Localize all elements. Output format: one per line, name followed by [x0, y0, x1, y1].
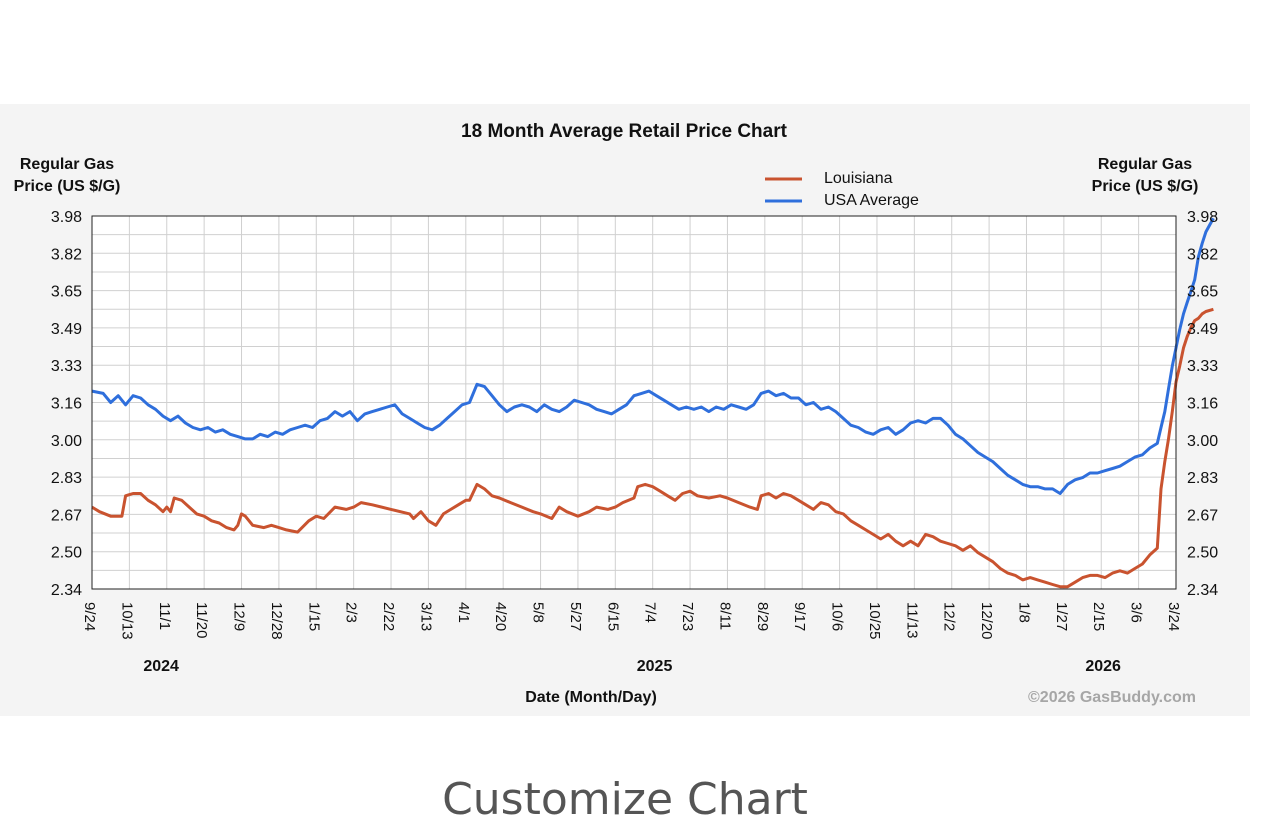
legend: Louisiana USA Average: [765, 170, 919, 209]
x-tick-label: 1/15: [305, 602, 322, 631]
x-tick-label: 2/3: [343, 602, 360, 623]
copyright-text: ©2026 GasBuddy.com: [1028, 689, 1196, 706]
left-axis-label-line1: Regular Gas: [20, 156, 114, 173]
y-tick-label-right: 3.49: [1187, 321, 1218, 338]
plot-frame: [91, 215, 1177, 590]
x-axis-label: Date (Month/Day): [525, 689, 657, 706]
series-line-usa-average: [91, 217, 1215, 495]
x-tick-label: 9/17: [791, 602, 808, 631]
year-label: 2024: [143, 658, 179, 675]
chart-panel: 3.98 3.98 3.82 3.82 3.65 3.65 3.49 3.49 3.33 3.33…: [0, 104, 1250, 716]
x-tick-label: 4/20: [492, 602, 509, 631]
y-tick-label-right: 3.98: [1187, 209, 1218, 226]
x-tick-label: 10/25: [866, 602, 883, 640]
y-tick-label-right: 2.67: [1187, 507, 1218, 524]
x-tick-label: 1/27: [1053, 602, 1070, 631]
x-tick-label: 6/15: [604, 602, 621, 631]
y-tick-label-right: 3.65: [1187, 284, 1218, 301]
chart-title: 18 Month Average Retail Price Chart: [461, 121, 788, 142]
legend-label-louisiana: Louisiana: [824, 170, 893, 187]
grid: [91, 215, 1177, 590]
x-tick-label: 4/1: [455, 602, 472, 623]
x-tick-label: 5/8: [530, 602, 547, 623]
y-tick-label-right: 2.34: [1187, 582, 1218, 599]
x-tick-label: 5/27: [567, 602, 584, 631]
y-tick-label-left: 3.49: [51, 321, 82, 338]
legend-label-usa-average: USA Average: [824, 192, 919, 209]
x-tick-label: 9/24: [81, 602, 98, 631]
customize-chart-heading: Customize Chart: [442, 774, 808, 825]
x-tick-label: 3/6: [1128, 602, 1145, 623]
y-tick-label-left: 3.00: [51, 433, 82, 450]
x-tick-label: 11/13: [903, 602, 920, 638]
y-tick-label-left: 2.34: [51, 582, 82, 599]
y-tick-label-left: 3.82: [51, 246, 82, 263]
x-tick-label: 11/1: [156, 602, 173, 630]
y-tick-label-right: 3.82: [1187, 246, 1218, 263]
right-axis-label-line2: Price (US $/G): [1092, 178, 1199, 195]
left-axis-label-line2: Price (US $/G): [14, 178, 121, 195]
x-tick-label: 12/9: [231, 602, 248, 631]
y-tick-label-right: 2.50: [1187, 545, 1218, 562]
x-tick-label: 11/20: [193, 602, 210, 638]
y-tick-label-right: 3.16: [1187, 396, 1218, 413]
y-tick-label-left: 3.65: [51, 284, 82, 301]
x-tick-label: 3/24: [1165, 602, 1182, 631]
y-tick-label-left: 2.50: [51, 545, 82, 562]
y-tick-label-left: 3.98: [51, 209, 82, 226]
series-line-louisiana: [91, 307, 1214, 589]
y-tick-label-right: 3.00: [1187, 433, 1218, 450]
y-tick-label-right: 2.83: [1187, 470, 1218, 487]
x-tick-label: 12/20: [978, 602, 995, 640]
y-tick-label-left: 3.16: [51, 396, 82, 413]
x-tick-label: 7/4: [642, 602, 659, 623]
tick-labels: 3.98 3.98 3.82 3.82 3.65 3.65 3.49 3.49 3.33 3.33…: [51, 209, 1218, 675]
x-tick-label: 12/28: [268, 602, 285, 640]
year-label: 2026: [1085, 658, 1121, 675]
y-tick-label-right: 3.33: [1187, 358, 1218, 375]
x-tick-label: 2/15: [1090, 602, 1107, 631]
x-tick-label: 1/8: [1015, 602, 1032, 623]
gas-price-chart: 3.98 3.98 3.82 3.82 3.65 3.65 3.49 3.49 3.33 3.33…: [14, 121, 1219, 706]
x-tick-label: 7/23: [679, 602, 696, 631]
x-tick-label: 3/13: [417, 602, 434, 631]
x-tick-label: 10/13: [118, 602, 135, 640]
year-label: 2025: [637, 658, 673, 675]
x-tick-label: 8/11: [716, 602, 733, 630]
x-tick-label: 10/6: [829, 602, 846, 631]
y-tick-label-left: 2.67: [51, 507, 82, 524]
y-tick-label-left: 2.83: [51, 470, 82, 487]
series-layer: [91, 217, 1215, 589]
x-tick-label: 2/22: [380, 602, 397, 631]
right-axis-label-line1: Regular Gas: [1098, 156, 1192, 173]
x-tick-label: 8/29: [754, 602, 771, 631]
y-tick-label-left: 3.33: [51, 358, 82, 375]
x-tick-label: 12/2: [941, 602, 958, 631]
